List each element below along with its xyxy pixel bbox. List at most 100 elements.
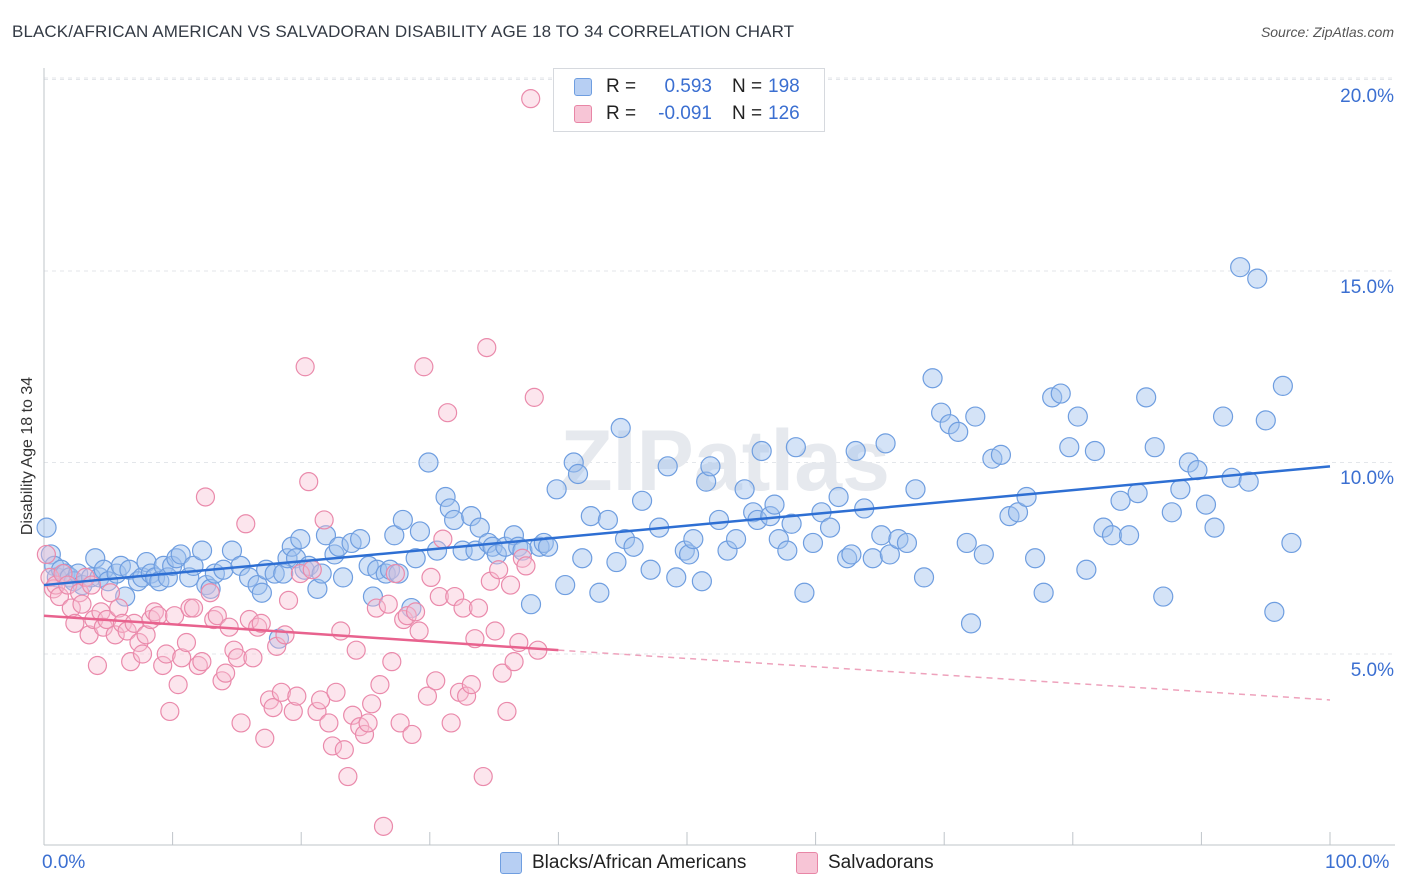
data-point-pink [207,606,227,626]
data-point-blue [409,521,431,542]
data-point-blue [683,528,704,550]
data-point-pink [136,625,156,645]
legend-swatch-blue [574,78,592,96]
series-pink-points [36,89,548,836]
data-point-blue [879,544,900,565]
data-point-blue [666,567,687,588]
data-point-blue [36,517,57,538]
x-tick-label-0: 0.0% [42,852,86,873]
data-point-pink [278,590,299,610]
trend-line-blue [43,465,1331,587]
data-point-pink [160,701,180,722]
data-point-blue [119,559,140,580]
legend-n-label: N = [732,76,763,97]
data-point-blue [1084,440,1106,462]
data-point-pink [338,766,358,787]
data-point-blue [1281,532,1302,554]
trend-line-pink-extension [558,649,1331,701]
data-point-blue [597,509,619,531]
data-point-pink [216,663,236,683]
data-point-blue [948,421,969,442]
data-point-blue [350,528,371,550]
data-point-blue [606,551,627,573]
data-point-pink [414,357,434,377]
data-point-pink [290,563,311,584]
data-point-blue [572,548,593,569]
data-point-pink [382,652,402,672]
trend-line-pink [43,614,559,652]
legend-n-value-blue: 198 [768,76,800,97]
data-point-blue [1050,383,1071,404]
data-point-pink [109,598,129,618]
data-point-blue [922,368,943,389]
data-point-blue [777,540,798,561]
data-point-pink [402,724,422,745]
data-point-pink [362,694,382,714]
data-point-pink [489,560,509,580]
data-point-blue [418,452,439,473]
data-point-pink [358,713,378,733]
bottom-legend-swatch-blue [500,852,522,874]
data-point-pink [310,690,331,710]
data-point-blue [580,506,601,527]
data-point-blue [1230,257,1251,278]
data-point-blue [725,528,747,550]
data-point-blue [238,567,260,588]
data-point-blue [136,551,157,573]
legend-r-value-pink: -0.091 [658,103,712,124]
data-point-pink [516,556,536,576]
data-point-pink [148,606,168,626]
data-point-blue [1110,490,1131,511]
data-point-blue [1067,406,1088,427]
data-point-pink [497,701,517,722]
data-point-blue [567,463,589,485]
data-point-blue [1195,494,1217,515]
data-point-blue [828,486,849,508]
data-point-pink [248,617,268,637]
data-point-blue [751,440,772,462]
legend-swatch-pink [574,105,592,123]
data-point-blue [614,528,636,550]
data-point-pink [231,713,251,733]
data-point-pink [370,675,390,695]
data-point-blue [85,548,106,569]
data-point-pink [500,575,521,595]
data-point-blue [1264,601,1285,622]
bottom-legend-swatch-pink [796,852,818,874]
data-point-pink [295,357,315,377]
data-point-blue [960,613,982,634]
data-point-pink [183,598,204,618]
data-point-blue [965,406,986,427]
data-point-blue [610,417,631,439]
data-point-blue [1247,268,1268,289]
data-point-pink [307,701,327,722]
data-point-blue [469,517,490,538]
data-point-blue [290,528,311,550]
data-point-blue [871,525,892,546]
data-point-pink [417,686,438,706]
y-axis-label: Disability Age 18 to 34 [19,376,36,536]
legend-n-value-pink: 126 [768,103,800,124]
data-point-blue [785,437,806,458]
data-point-pink [421,567,441,588]
trend-lines [43,465,1331,701]
data-point-blue [221,540,243,561]
data-point-pink [121,652,141,672]
data-point-pink [129,632,149,653]
data-point-blue [40,544,61,565]
data-point-pink [87,655,108,676]
data-point-blue [1016,486,1037,508]
data-point-pink [441,713,461,733]
data-point-blue [555,574,576,596]
data-point-pink [263,698,283,718]
data-point-blue [1076,559,1097,580]
data-point-pink [409,621,429,641]
data-point-blue [1007,502,1029,523]
data-point-pink [390,713,410,733]
data-point-pink [331,621,351,641]
data-point-pink [227,648,248,668]
data-point-blue [734,479,755,500]
data-point-blue [153,555,174,577]
data-point-pink [275,625,295,645]
data-point-blue [461,506,482,527]
